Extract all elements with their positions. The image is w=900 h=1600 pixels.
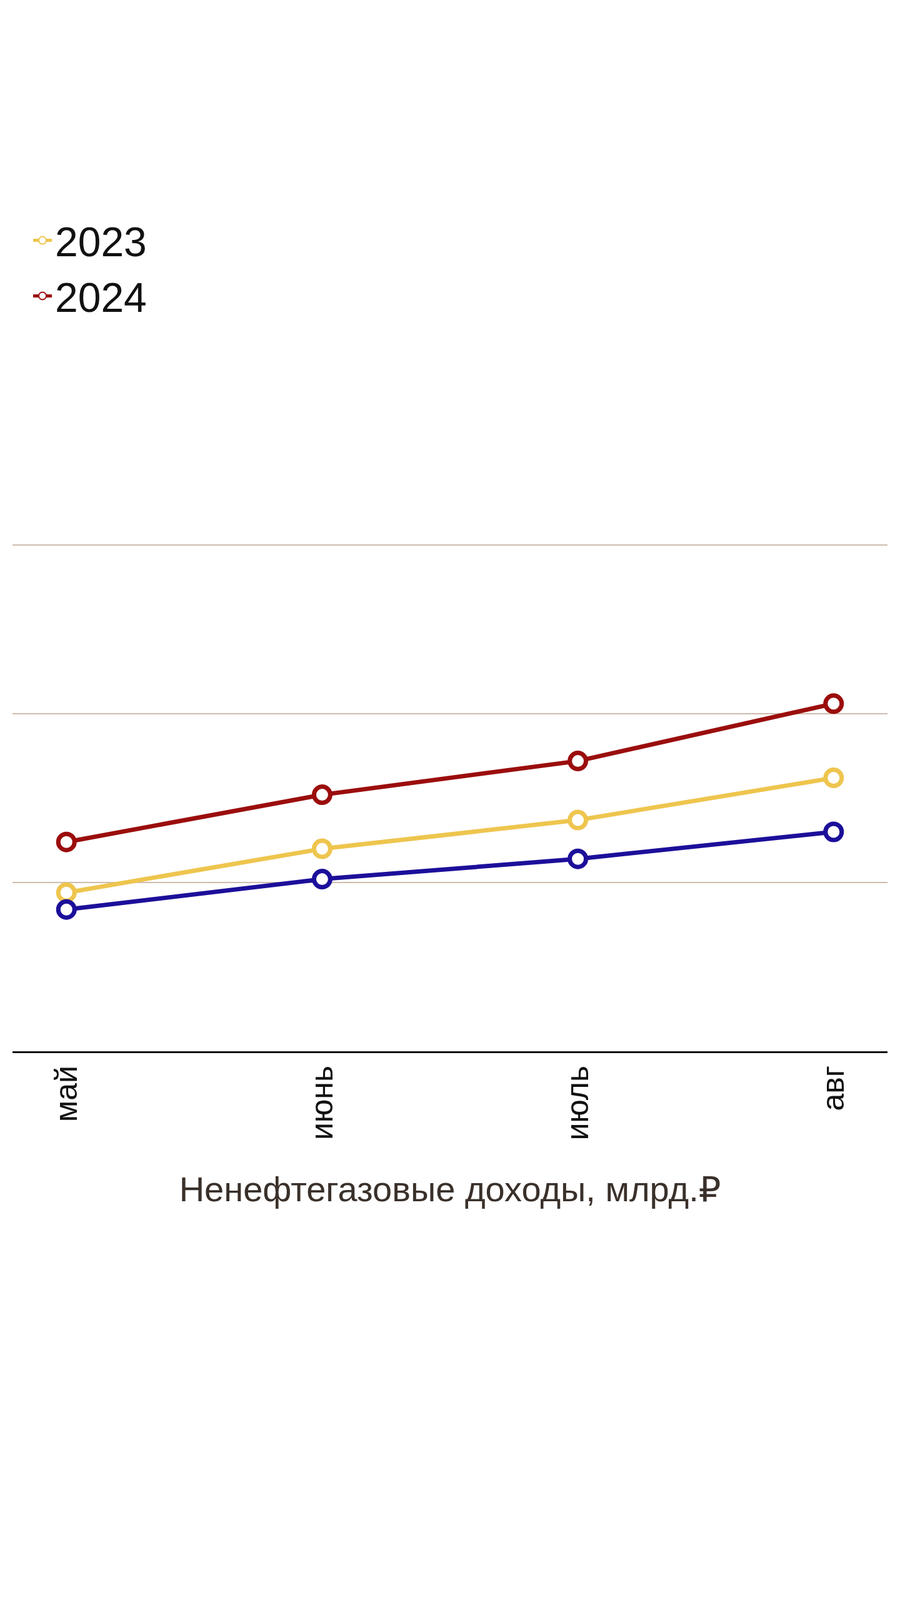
svg-text:2023: 2023 — [55, 218, 147, 265]
svg-text:авг: авг — [815, 1065, 851, 1112]
svg-text:июнь: июнь — [304, 1065, 340, 1140]
svg-text:май: май — [48, 1065, 84, 1122]
svg-text:июль: июль — [560, 1065, 595, 1141]
svg-text:2024: 2024 — [55, 274, 147, 321]
svg-text:Ненефтегазовые доходы, млрд.₽: Ненефтегазовые доходы, млрд.₽ — [179, 1169, 722, 1209]
